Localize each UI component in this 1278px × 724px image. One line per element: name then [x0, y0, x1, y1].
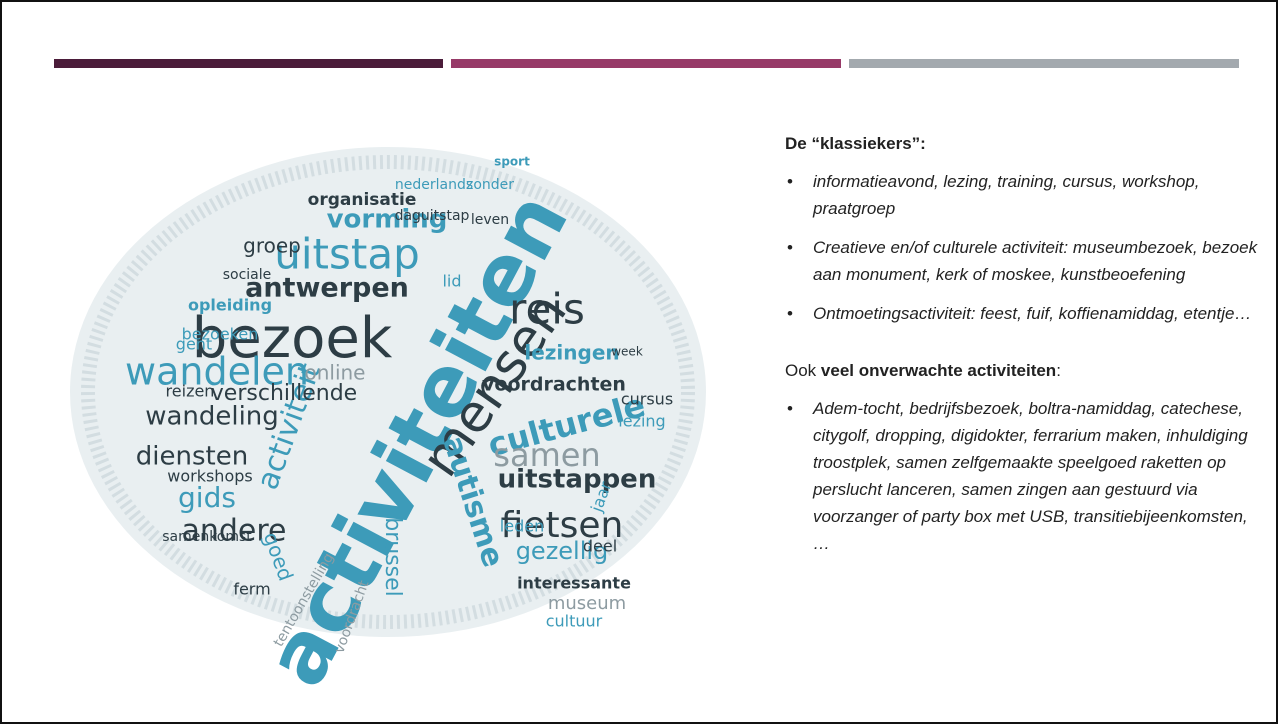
cloud-word: reizen	[166, 382, 215, 401]
cloud-word: gids	[178, 481, 236, 514]
cloud-word: zonder	[466, 177, 514, 193]
cloud-word: leven	[471, 212, 509, 228]
bullet-list: Adem-tocht, bedrijfsbezoek, boltra-namid…	[785, 395, 1260, 557]
bullet: Creatieve en/of culturele activiteit: mu…	[785, 234, 1260, 288]
bullet: Ontmoetingsactiviteit: feest, fuif, koff…	[785, 300, 1260, 327]
cloud-word: bezoek	[192, 306, 393, 371]
cloud-word: cursus	[621, 390, 673, 409]
cloud-word: bezoeken	[182, 325, 259, 344]
cloud-word: groep	[243, 234, 301, 258]
section-heading: De “klassiekers”:	[785, 134, 926, 153]
heading-emphasis: veel onverwachte activiteiten	[820, 361, 1057, 380]
cloud-word: verschillende	[211, 381, 357, 406]
cloud-word: museum	[548, 593, 626, 614]
cloud-word: antwerpen	[245, 273, 409, 304]
cloud-word: nederlands	[395, 177, 473, 193]
cloud-word: gent	[176, 335, 212, 354]
section-heading: Ook veel onverwachte activiteiten:	[785, 361, 1260, 381]
cloud-word: uitstap	[274, 230, 420, 279]
cloud-word: wandelen	[125, 350, 309, 394]
cloud-word: cultuur	[546, 612, 603, 631]
cloud-word: uitstappen	[498, 465, 657, 495]
cloud-word: fietsen	[501, 505, 624, 546]
cloud-word: gezellig	[516, 537, 609, 565]
cloud-word: voordrachten	[482, 374, 626, 396]
cloud-word: online	[304, 361, 365, 385]
text-panel: De “klassiekers”: informatieavond, lezin…	[785, 134, 1260, 569]
cloud-word: sport	[494, 155, 530, 169]
cloud-word: sociale	[223, 267, 272, 283]
cloud-word: diensten	[136, 442, 248, 472]
cloud-word: samenkomst	[162, 529, 252, 545]
header-bar	[451, 59, 841, 68]
cloud-word: ferm	[233, 580, 270, 599]
cloud-shape	[70, 147, 706, 637]
cloud-word: interessante	[517, 574, 631, 593]
cloud-texture	[81, 155, 695, 629]
cloud-word: lezingen	[524, 341, 619, 365]
heading-text: Ook	[785, 361, 817, 380]
header-bar	[849, 59, 1239, 68]
heading-text: :	[1056, 361, 1061, 380]
cloud-word: wandeling	[145, 402, 279, 432]
cloud-word: reis	[509, 285, 585, 334]
bullet: informatieavond, lezing, training, cursu…	[785, 168, 1260, 222]
cloud-word: opleiding	[188, 296, 272, 315]
cloud-word: organisatie	[308, 190, 417, 210]
cloud-word: andere	[181, 514, 286, 549]
cloud-word: lid	[442, 272, 461, 291]
cloud-word: deel	[583, 537, 617, 556]
cloud-word: leden	[500, 517, 544, 536]
cloud-word: lezing	[618, 412, 665, 431]
cloud-word: week	[611, 345, 643, 359]
cloud-word: vorming	[327, 205, 448, 235]
cloud-word: workshops	[167, 467, 252, 486]
bullet-list: informatieavond, lezing, training, cursu…	[785, 168, 1260, 327]
header-bar	[54, 59, 443, 68]
bullet: Adem-tocht, bedrijfsbezoek, boltra-namid…	[785, 395, 1260, 557]
cloud-word: samen	[493, 436, 600, 474]
cloud-word: daguitstap	[395, 208, 470, 224]
cloud-word: brussel	[380, 517, 405, 597]
